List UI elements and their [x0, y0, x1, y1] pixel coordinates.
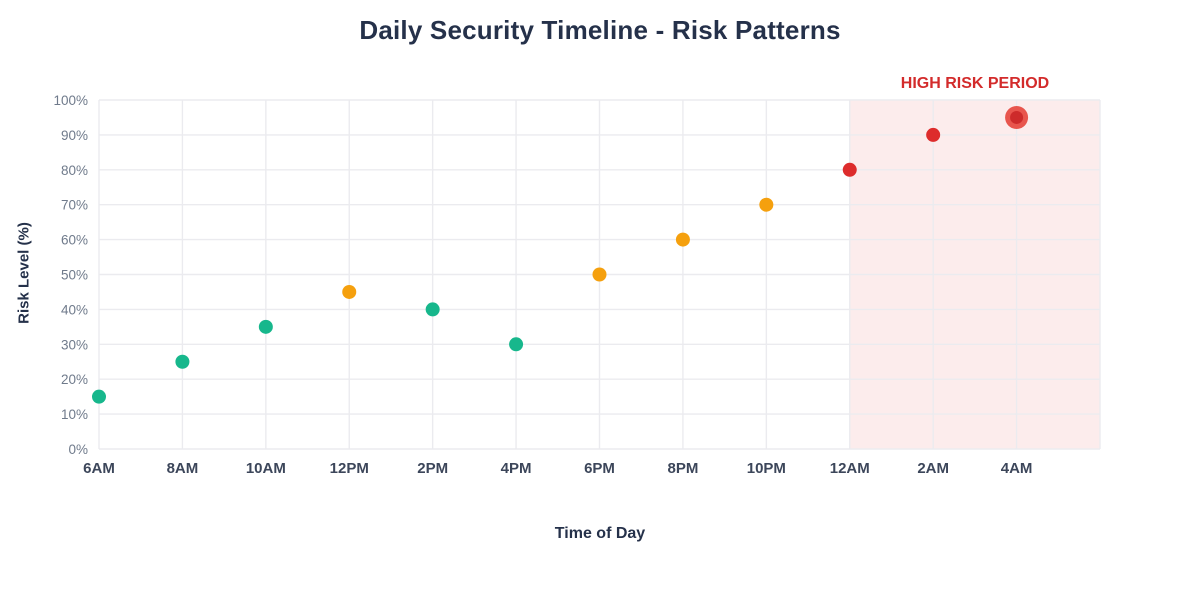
data-point [258, 319, 273, 334]
x-tick-label: 6AM [83, 460, 115, 477]
high-risk-period-label: HIGH RISK PERIOD [900, 75, 1050, 92]
data-point [675, 232, 690, 247]
data-point [759, 197, 774, 212]
data-point [342, 284, 357, 299]
x-tick-label: 2AM [917, 460, 949, 477]
data-point [926, 127, 941, 142]
y-tick-label: 10% [61, 407, 88, 422]
x-tick-label: 2PM [417, 460, 448, 477]
x-tick-label: 4AM [1001, 460, 1033, 477]
x-tick-label: 10PM [747, 460, 786, 477]
y-tick-label: 50% [61, 268, 88, 283]
data-point [175, 354, 190, 369]
data-point [509, 337, 524, 352]
y-tick-label: 100% [53, 93, 88, 108]
data-point [592, 267, 607, 282]
x-tick-label: 6PM [584, 460, 615, 477]
data-point [1010, 110, 1024, 124]
y-tick-label: 20% [61, 372, 88, 387]
x-tick-label: 12PM [330, 460, 369, 477]
data-point [842, 162, 857, 177]
x-tick-label: 12AM [830, 460, 870, 477]
y-tick-label: 80% [61, 163, 88, 178]
x-tick-label: 8AM [167, 460, 199, 477]
data-point [92, 389, 106, 404]
y-tick-label: 60% [61, 233, 88, 248]
chart-title: Daily Security Timeline - Risk Patterns [359, 15, 841, 45]
y-tick-label: 30% [61, 337, 88, 352]
y-tick-label: 90% [61, 128, 88, 143]
x-tick-label: 4PM [501, 460, 532, 477]
y-tick-label: 70% [61, 198, 88, 213]
x-axis-title: Time of Day [554, 525, 646, 542]
y-tick-label: 0% [68, 442, 88, 457]
x-tick-label: 10AM [246, 460, 286, 477]
y-tick-label: 40% [61, 302, 88, 317]
data-point [425, 302, 440, 317]
x-tick-label: 8PM [667, 460, 698, 477]
